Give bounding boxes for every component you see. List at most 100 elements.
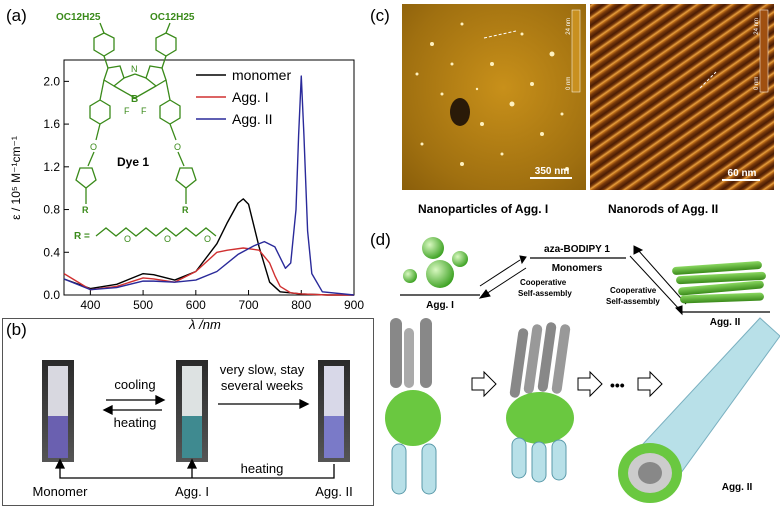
y-axis-ticks: 0.0 0.4 0.8 1.2 1.6 2.0 <box>43 74 69 302</box>
vial-agg1 <box>176 360 208 462</box>
agg1-spheres <box>403 237 468 288</box>
assembly-arrow-2 <box>577 370 603 398</box>
legend-label-agg2: Agg. II <box>232 111 272 127</box>
assembly-arrow-3 <box>637 370 663 398</box>
slow-line1-label: very slow, stay <box>220 362 305 377</box>
monomers-label: Monomers <box>552 263 603 274</box>
phenyl-ring-bottom-right <box>159 99 181 125</box>
coop-left-2: Self-assembly <box>518 289 572 298</box>
nanoparticle-dots <box>415 22 569 171</box>
legend: monomer Agg. I Agg. II <box>196 67 291 127</box>
heating-bottom-label: heating <box>241 461 284 476</box>
y-tick-label: 1.2 <box>43 160 60 174</box>
ellipsis-dots: ••• <box>610 377 625 393</box>
y-tick-label: 2.0 <box>43 74 60 88</box>
caption-nanoparticles: Nanoparticles of Agg. I <box>418 202 549 216</box>
monomer-label: Monomer <box>33 484 89 499</box>
molecular-stack-1 <box>385 318 441 495</box>
series-line-1 <box>63 247 354 296</box>
r-group-right: R <box>182 205 189 215</box>
x-axis-ticks: 400 500 600 700 800 900 <box>80 290 364 312</box>
r-group-left: R <box>82 205 89 215</box>
x-tick-label: 700 <box>239 298 259 312</box>
series-line-0 <box>63 198 354 296</box>
series-line-2 <box>63 75 355 296</box>
y-tick-label: 0.4 <box>43 245 60 259</box>
peg-oxygen-3: O <box>204 234 211 244</box>
fluorine-left: F <box>124 106 130 116</box>
panel-label-d: (d) <box>370 230 391 249</box>
panel-label-b: (b) <box>6 320 27 339</box>
top-left-substituent: OC12H25 <box>56 12 101 23</box>
right-bar-bottom: 0 nm <box>754 77 760 90</box>
heating-top-label: heating <box>114 415 157 430</box>
agg2-label-top: Agg. II <box>710 317 741 328</box>
x-tick-label: 500 <box>133 298 153 312</box>
nanotube <box>618 317 780 503</box>
fluorine-right: F <box>141 106 147 116</box>
scale-label-right: 60 nm <box>728 168 757 179</box>
x-tick-label: 600 <box>186 298 206 312</box>
scale-label-left: 350 nm <box>535 166 570 177</box>
equilibrium-arrows <box>54 394 335 479</box>
panel-label-c: (c) <box>370 6 390 25</box>
y-tick-label: 1.6 <box>43 117 60 131</box>
x-tick-label: 900 <box>344 298 364 312</box>
vial-scheme: cooling heating very slow, stay several … <box>33 360 353 499</box>
triazole-left <box>75 167 97 189</box>
x-tick-label: 800 <box>291 298 311 312</box>
peg-oxygen-1: O <box>124 234 131 244</box>
y-axis-label: ε / 10⁵ M⁻¹cm⁻¹ <box>9 136 23 220</box>
spectrum-chart: 400 500 600 700 800 900 0.0 0.4 0.8 1.2 1.6 2.0 λ … <box>9 12 364 332</box>
pyrrole-left <box>103 65 125 87</box>
agg1-label-d: Agg. I <box>426 300 454 311</box>
x-tick-label: 400 <box>80 298 100 312</box>
coop-right-1: Cooperative <box>610 286 657 295</box>
molecular-stack-2 <box>506 322 574 483</box>
vial-monomer <box>42 360 74 462</box>
coop-right-2: Self-assembly <box>606 297 660 306</box>
left-bar-top: 24 nm <box>566 18 572 35</box>
peg-oxygen-2: O <box>164 234 171 244</box>
assembly-scheme: Agg. I aza-BODIPY 1 Monomers Cooperative… <box>385 237 780 503</box>
series-lines <box>63 75 355 296</box>
pyrrole-right <box>145 65 167 87</box>
triazole-right <box>175 167 197 189</box>
assembly-arrow-1 <box>471 370 497 398</box>
panel-label-a: (a) <box>6 6 27 25</box>
legend-label-monomer: monomer <box>232 67 291 83</box>
slow-line2-label: several weeks <box>221 378 304 393</box>
caption-nanorods: Nanorods of Agg. II <box>608 202 719 216</box>
boron-atom: B <box>131 94 138 105</box>
cooling-label: cooling <box>114 377 155 392</box>
y-tick-label: 0.0 <box>43 288 60 302</box>
agg2-label: Agg. II <box>315 484 353 499</box>
x-axis-label: λ /nm <box>188 317 221 332</box>
dark-hole <box>450 98 470 126</box>
aza-nitrogen: N <box>131 64 138 74</box>
panel-b-frame <box>2 318 374 506</box>
left-bar-bottom: 0 nm <box>566 77 572 90</box>
profile-line <box>483 30 517 39</box>
phenyl-ring-top-left <box>93 32 115 57</box>
agg2-label-bottom: Agg. II <box>722 482 753 493</box>
profile-line-rods <box>699 71 717 89</box>
height-colorbar <box>571 9 581 93</box>
agg1-label: Agg. I <box>175 484 209 499</box>
ether-oxygen-left: O <box>90 142 97 152</box>
ether-oxygen-right: O <box>174 142 181 152</box>
legend-label-agg1: Agg. I <box>232 89 269 105</box>
right-bar-top: 24 nm <box>754 18 760 35</box>
afm-image-nanoparticles: 24 nm 0 nm 350 nm <box>402 4 586 190</box>
y-tick-label: 0.8 <box>43 203 60 217</box>
phenyl-ring-bottom-left <box>89 99 111 125</box>
top-right-substituent: OC12H25 <box>150 12 195 23</box>
vial-agg2 <box>318 360 350 462</box>
r-definition-label: R = <box>74 231 90 242</box>
height-colorbar-rods <box>759 9 769 93</box>
agg2-rods <box>672 261 766 304</box>
peg-chain <box>95 227 217 237</box>
coop-left-1: Cooperative <box>520 278 567 287</box>
compound-label: aza-BODIPY 1 <box>544 244 610 255</box>
plot-frame <box>63 59 355 296</box>
